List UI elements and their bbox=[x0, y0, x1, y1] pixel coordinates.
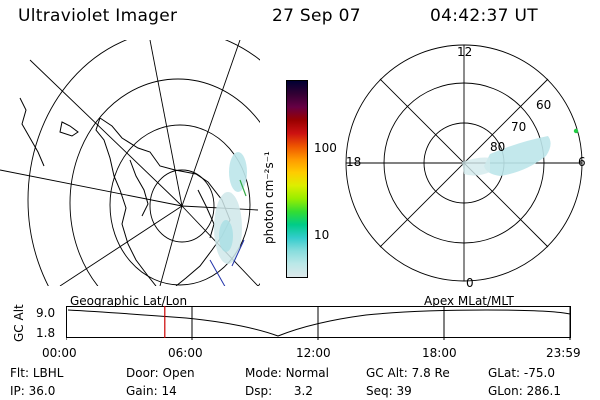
door-value: Open bbox=[162, 366, 195, 380]
observation-time: 04:42:37 UT bbox=[430, 6, 538, 26]
gc-alt-value: 7.8 Re bbox=[411, 366, 450, 380]
gc-alt-label: GC Alt: bbox=[366, 366, 408, 380]
glat-value: -75.0 bbox=[523, 366, 555, 380]
xtick-1800: 18:00 bbox=[422, 346, 457, 360]
filter-info: Flt: LBHL bbox=[10, 366, 63, 380]
mlt-dial bbox=[345, 44, 583, 282]
mode-label: Mode: bbox=[245, 366, 282, 380]
ip-info: IP: 36.0 bbox=[10, 384, 55, 398]
glon-info: GLon: 286.1 bbox=[488, 384, 561, 398]
mlt-lat-60: 60 bbox=[536, 98, 552, 112]
geographic-map bbox=[0, 40, 260, 286]
apex-label: Apex MLat/MLT bbox=[424, 294, 514, 308]
mlt-lat-80: 80 bbox=[490, 140, 506, 154]
glon-label: GLon: bbox=[488, 384, 523, 398]
door-label: Door: bbox=[126, 366, 159, 380]
seq-value: 39 bbox=[396, 384, 412, 398]
gc-alt-info: GC Alt: 7.8 Re bbox=[366, 366, 450, 380]
ip-value: 36.0 bbox=[28, 384, 56, 398]
gain-info: Gain: 14 bbox=[126, 384, 177, 398]
altitude-ytick-low: 1.8 bbox=[36, 326, 56, 340]
dsp-info: Dsp: 3.2 bbox=[245, 384, 313, 398]
gain-value: 14 bbox=[161, 384, 177, 398]
mode-value: Normal bbox=[285, 366, 329, 380]
xtick-0600: 06:00 bbox=[168, 346, 203, 360]
xtick-2359: 23:59 bbox=[546, 346, 581, 360]
geographic-label: Geographic Lat/Lon bbox=[70, 294, 188, 308]
mlt-hour-0: 0 bbox=[466, 276, 474, 290]
instrument-title: Ultraviolet Imager bbox=[18, 6, 178, 26]
altitude-ytick-high: 9.0 bbox=[36, 306, 56, 320]
altitude-ylabel: GC Alt bbox=[12, 304, 26, 342]
glat-label: GLat: bbox=[488, 366, 521, 380]
filter-value: LBHL bbox=[32, 366, 64, 380]
mlt-hour-12: 12 bbox=[457, 45, 473, 59]
glon-value: 286.1 bbox=[526, 384, 561, 398]
colorbar bbox=[286, 80, 308, 278]
dsp-value: 3.2 bbox=[293, 384, 313, 398]
observation-date: 27 Sep 07 bbox=[272, 6, 361, 26]
gain-label: Gain: bbox=[126, 384, 158, 398]
mlt-hour-6: 6 bbox=[578, 155, 586, 169]
glat-info: GLat: -75.0 bbox=[488, 366, 555, 380]
ip-label: IP: bbox=[10, 384, 25, 398]
colorbar-tick-10: 10 bbox=[314, 228, 330, 242]
altitude-plot bbox=[66, 306, 571, 340]
seq-info: Seq: 39 bbox=[366, 384, 412, 398]
seq-label: Seq: bbox=[366, 384, 393, 398]
xtick-0000: 00:00 bbox=[42, 346, 77, 360]
colorbar-unit-label: photon cm⁻²s⁻¹ bbox=[262, 151, 276, 244]
mode-info: Mode: Normal bbox=[245, 366, 329, 380]
filter-label: Flt: bbox=[10, 366, 29, 380]
mlt-lat-70: 70 bbox=[511, 120, 527, 134]
door-info: Door: Open bbox=[126, 366, 195, 380]
mlt-hour-18: 18 bbox=[346, 155, 362, 169]
colorbar-tick-100: 100 bbox=[314, 141, 337, 155]
xtick-1200: 12:00 bbox=[296, 346, 331, 360]
dsp-label: Dsp: bbox=[245, 384, 273, 398]
